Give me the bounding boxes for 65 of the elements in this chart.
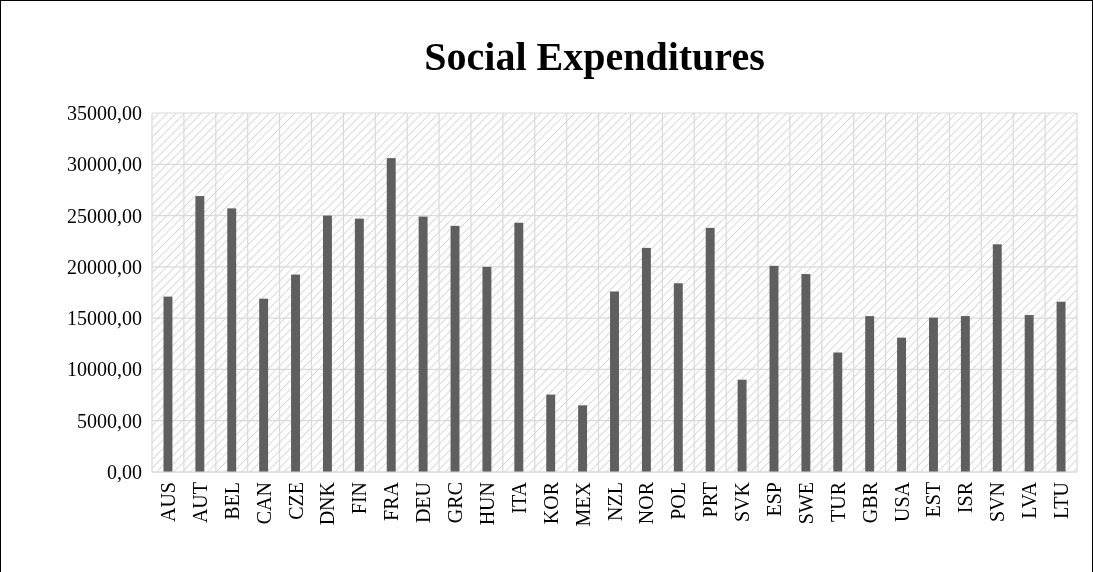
bar (386, 158, 396, 472)
x-tick-label: ESP (762, 482, 785, 517)
y-tick-label: 25000,00 (67, 204, 142, 227)
bar (546, 394, 556, 472)
y-tick-label: 20000,00 (67, 255, 142, 278)
x-tick-label: DNK (316, 481, 339, 526)
x-tick-label: FIN (348, 482, 371, 515)
x-tick-label: FRA (380, 481, 403, 521)
bar (322, 215, 332, 472)
bar (897, 337, 907, 472)
bar (195, 196, 205, 472)
chart-title: Social Expenditures (424, 34, 765, 79)
bar (737, 379, 747, 472)
bar (929, 317, 938, 472)
bar (354, 218, 364, 472)
y-tick-label: 10000,00 (67, 358, 142, 381)
x-tick-label: DEU (412, 481, 435, 524)
x-tick-label: USA (890, 481, 913, 523)
x-tick-label: LVA (1018, 481, 1041, 519)
y-tick-label: 30000,00 (67, 153, 142, 176)
bar (673, 283, 683, 472)
y-tick-label: 15000,00 (67, 307, 142, 330)
bar (1056, 301, 1066, 472)
bar (1024, 315, 1034, 472)
bar (259, 298, 269, 472)
x-tick-label: GBR (858, 481, 881, 524)
bar (992, 244, 1002, 472)
bar (833, 352, 843, 472)
x-tick-label: SVK (731, 481, 754, 523)
bar (801, 274, 811, 472)
x-tick-label: MEX (571, 481, 594, 527)
x-tick-label: LTU (1050, 481, 1073, 520)
x-tick-label: AUS (156, 482, 179, 523)
x-tick-label: PRT (699, 482, 722, 518)
bar (705, 227, 715, 472)
bar (163, 296, 173, 472)
bar (514, 222, 524, 472)
x-tick-label: BEL (220, 482, 243, 520)
bar (227, 208, 237, 472)
bar (641, 247, 651, 472)
x-tick-label: EST (922, 482, 945, 518)
bar (960, 316, 970, 472)
x-tick-label: SVN (986, 482, 1009, 523)
bar (610, 291, 619, 472)
x-tick-label: AUT (188, 482, 211, 524)
x-tick-label: NOR (635, 481, 658, 525)
x-tick-label: KOR (539, 481, 562, 525)
x-tick-label: NZL (603, 482, 626, 521)
bar (578, 405, 588, 472)
bar (418, 216, 428, 472)
x-tick-label: TUR (826, 481, 849, 522)
x-tick-label: SWE (794, 482, 817, 525)
x-tick-label: CZE (284, 482, 307, 520)
bar (291, 274, 300, 472)
x-tick-label: ISR (954, 481, 977, 514)
x-tick-label: ITA (507, 481, 530, 514)
x-tick-label: CAN (252, 482, 275, 525)
bar (482, 266, 492, 472)
y-tick-label: 0,00 (107, 461, 142, 483)
x-tick-label: HUN (475, 482, 498, 526)
y-tick-label: 5000,00 (77, 409, 142, 432)
bar (865, 316, 875, 472)
y-tick-label: 35000,00 (67, 102, 142, 124)
x-tick-label: GRC (444, 482, 467, 524)
x-tick-label: POL (667, 482, 690, 520)
